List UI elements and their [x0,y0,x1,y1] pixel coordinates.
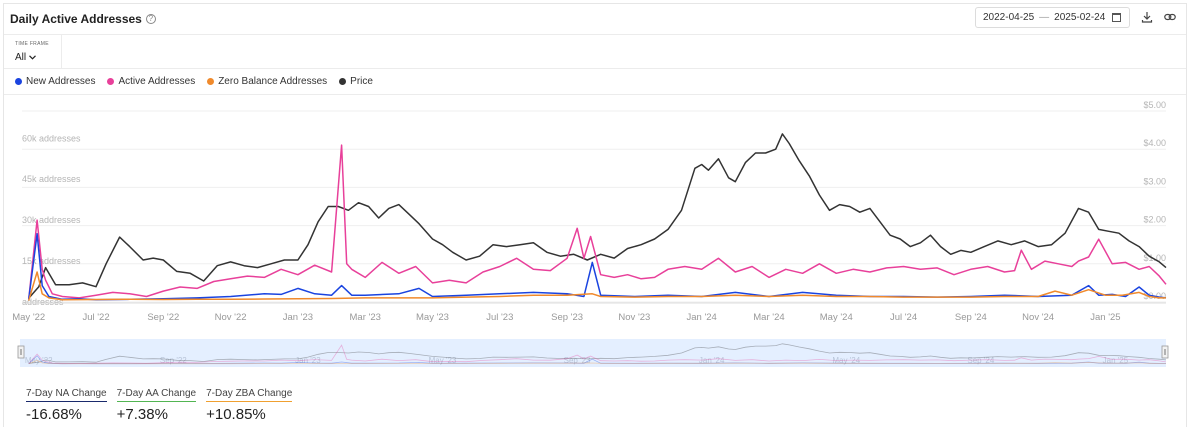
stat-label: 7-Day ZBA Change [206,388,293,402]
legend-dot [15,78,22,85]
legend-item-price[interactable]: Price [339,76,373,87]
stat-value: -16.68% [26,406,82,423]
x-tick-label: Mar '24 [753,312,784,323]
x-tick-label: Jan '24 [686,312,716,323]
x-tick-label: May '23 [416,312,449,323]
navigator-tick-label: Jan '25 [1103,356,1129,365]
legend-item-zero-balance-addresses[interactable]: Zero Balance Addresses [207,76,327,87]
date-separator: — [1039,12,1050,23]
download-icon[interactable] [1141,11,1153,23]
chevron-down-icon [29,55,37,60]
navigator-line-zero-balance-addresses [28,359,1166,365]
link-icon[interactable] [1164,11,1176,23]
navigator-line-active-addresses [28,344,1167,364]
y-axis-left: addresses 15k addresses 30k addresses 45k a… [22,133,81,307]
x-tick-label: Jan '25 [1090,312,1120,323]
navigator-tick-label: Jan '23 [295,356,321,365]
stat-label: 7-Day NA Change [26,388,107,402]
stat-na-change: 7-Day NA Change -16.68% [26,388,107,423]
time-frame-label: TIME FRAME [15,41,49,47]
series-line-active-addresses [27,144,1167,300]
chart-title: Daily Active Addresses ? [10,12,156,26]
legend-dot [107,78,115,85]
y-left-tick-label: 60k addresses [22,133,81,143]
x-tick-label: May '24 [820,312,853,323]
calendar-icon[interactable] [1112,13,1122,22]
legend-label: Zero Balance Addresses [218,76,328,87]
navigator-tick-label: Sep '22 [160,356,187,365]
navigator-lines [28,343,1167,365]
navigator-axis: May '22 Sep '22 Jan '23 May '23 Sep '23 Jan '… [25,356,1129,365]
date-start: 2022-04-25 [983,12,1035,23]
legend: New Addresses Active Addresses Zero Bala… [15,76,373,87]
stats-row: 7-Day NA Change -16.68% 7-Day AA Change … [26,388,293,423]
legend-label: New Addresses [26,76,96,87]
y-left-tick-label: 15k addresses [22,256,81,266]
y-right-tick-label: $3.00 [1143,176,1166,186]
navigator-tick-label: Jan '24 [699,356,725,365]
time-frame-select[interactable]: All [15,52,37,63]
navigator-tick-label: Sep '24 [967,356,994,365]
y-right-tick-label: $2.00 [1143,215,1166,225]
y-left-tick-label: addresses [22,297,64,307]
x-tick-label: Sep '24 [955,312,987,323]
series-line-zero-balance-addresses [27,271,1166,301]
x-axis: May '22 Jul '22 Sep '22 Nov '22 Jan '23 Mar '… [12,302,1166,323]
navigator-tick-label: May '22 [25,356,53,365]
y-right-tick-label: $4.00 [1143,138,1166,148]
header-divider [4,34,1186,35]
stat-aa-change: 7-Day AA Change +7.38% [116,388,197,423]
time-frame-divider [61,35,62,68]
stat-zba-change: 7-Day ZBA Change +10.85% [206,388,293,423]
navigator[interactable]: May '22 Sep '22 Jan '23 May '23 Sep '23 Jan '… [0,335,1192,371]
y-right-tick-label: $5.00 [1143,100,1166,110]
x-tick-label: Jul '24 [890,312,917,323]
navigator-window[interactable] [20,339,1166,367]
legend-dot [207,78,215,85]
toolbar-divider [4,68,1186,69]
navigator-line-new-addresses [28,355,1167,365]
date-range-picker[interactable]: 2022-04-25 — 2025-02-24 [975,7,1130,28]
x-tick-label: Sep '23 [551,312,583,323]
x-tick-label: Jul '23 [486,312,513,323]
legend-divider [4,94,1186,95]
x-tick-label: Nov '22 [215,312,247,323]
navigator-handle-right[interactable] [1161,345,1169,359]
y-right-tick-label: $1.00 [1143,253,1166,263]
date-end: 2025-02-24 [1054,12,1106,23]
x-tick-label: Sep '22 [147,312,179,323]
legend-item-new-addresses[interactable]: New Addresses [15,76,95,87]
series-line-price [28,133,1167,299]
navigator-tick-label: Sep '23 [564,356,591,365]
grid [22,110,1166,303]
series-line-new-addresses [27,233,1167,301]
navigator-tick-label: May '24 [832,356,860,365]
chart-title-text: Daily Active Addresses [10,12,142,26]
x-tick-label: Jul '22 [82,312,109,323]
stat-value: +7.38% [116,406,168,423]
legend-label: Price [350,76,373,87]
navigator-handle-left[interactable] [17,345,25,359]
chart-card [3,3,1187,427]
stat-value: +10.85% [206,406,266,423]
legend-item-active-addresses[interactable]: Active Addresses [107,76,195,87]
help-circle-icon[interactable]: ? [145,14,156,24]
x-tick-label: Nov '24 [1022,312,1054,323]
legend-dot [339,78,347,85]
y-left-tick-label: 30k addresses [22,215,81,225]
legend-label: Active Addresses [118,76,196,87]
navigator-line-price [28,343,1167,364]
y-left-tick-label: 45k addresses [22,174,81,184]
time-frame-value: All [15,52,27,63]
stat-label: 7-Day AA Change [116,388,197,402]
x-tick-label: May '22 [12,312,45,323]
x-tick-label: Jan '23 [283,312,313,323]
x-tick-label: Nov '23 [618,312,650,323]
navigator-tick-label: May '23 [429,356,457,365]
main-chart: addresses 15k addresses 30k addresses 45k a… [12,100,1167,323]
x-tick-label: Mar '23 [350,312,381,323]
series-lines [27,133,1167,301]
